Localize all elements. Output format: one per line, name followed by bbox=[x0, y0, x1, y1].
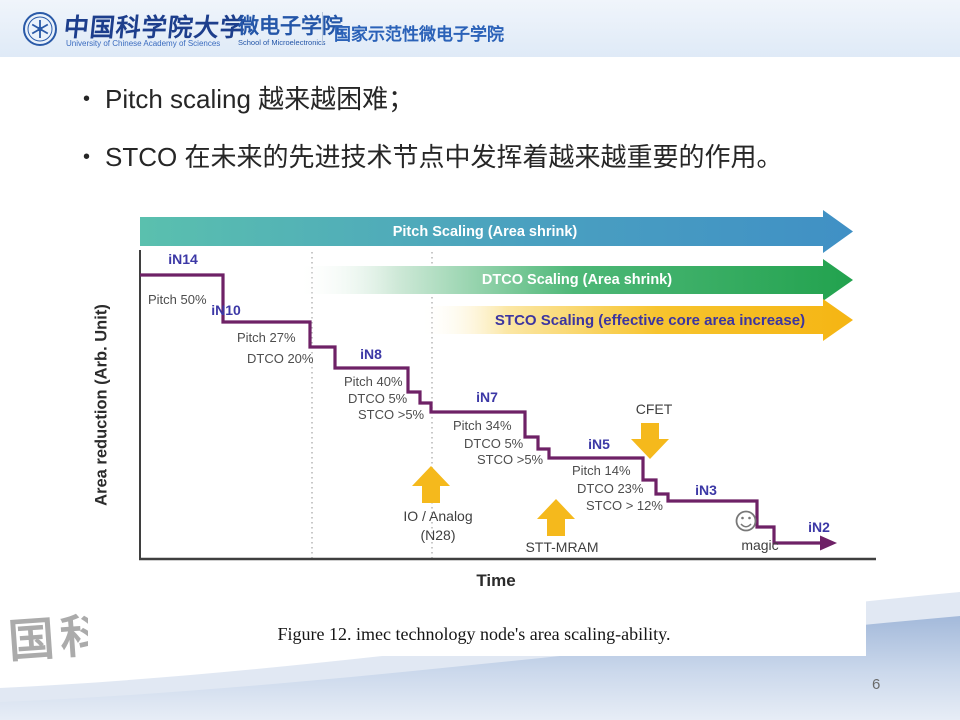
header-right-title: 国家示范性微电子学院 bbox=[334, 25, 504, 44]
reduction-label: STCO >5% bbox=[477, 452, 544, 467]
annotation-io-analog: IO / Analog bbox=[403, 508, 473, 524]
page-number: 6 bbox=[872, 676, 881, 693]
band-label-dtco: DTCO Scaling (Area shrink) bbox=[481, 272, 673, 288]
y-axis-label: Area reduction (Arb. Unit) bbox=[92, 304, 111, 506]
node-label-in5: iN5 bbox=[588, 436, 610, 452]
annotation-magic: magic bbox=[741, 537, 779, 553]
reduction-label: Pitch 40% bbox=[344, 374, 403, 389]
node-label-in7: iN7 bbox=[476, 389, 498, 405]
school-name-en: School of Microelectronics bbox=[238, 38, 326, 47]
school-name-cn: 微电子学院 bbox=[238, 15, 343, 38]
bullet-item: • STCO 在未来的先进技术节点中发挥着越来越重要的作用。 bbox=[68, 142, 782, 173]
annotation-cfet: CFET bbox=[635, 401, 673, 417]
figure-caption: Figure 12. imec technology node's area s… bbox=[277, 624, 671, 644]
bullet-item: • Pitch scaling 越来越困难； bbox=[68, 84, 414, 115]
band-label-stco: STCO Scaling (effective core area increa… bbox=[494, 312, 806, 329]
reduction-label: DTCO 20% bbox=[247, 351, 314, 366]
bullet-text: Pitch scaling 越来越困难； bbox=[105, 84, 415, 114]
university-logo-icon bbox=[23, 12, 57, 46]
reduction-label: Pitch 27% bbox=[237, 330, 296, 345]
annotation-io-analog-sub: (N28) bbox=[420, 527, 456, 543]
bullet-text: STCO 在未来的先进技术节点中发挥着越来越重要的作用。 bbox=[105, 142, 783, 172]
header-band: 中国科学院大学 University of Chinese Academy of… bbox=[0, 0, 960, 57]
reduction-label: STCO >5% bbox=[358, 407, 425, 422]
reduction-label: DTCO 5% bbox=[348, 391, 408, 406]
reduction-label: STCO > 12% bbox=[586, 498, 663, 513]
node-label-in3: iN3 bbox=[695, 482, 717, 498]
reduction-label: Pitch 34% bbox=[453, 418, 512, 433]
bullet-dot: • bbox=[82, 146, 90, 168]
node-label-in8: iN8 bbox=[360, 346, 382, 362]
x-axis-label: Time bbox=[476, 571, 516, 590]
reduction-label: DTCO 23% bbox=[577, 481, 644, 496]
band-label-pitch: Pitch Scaling (Area shrink) bbox=[392, 224, 578, 240]
bullet-dot: • bbox=[82, 88, 90, 110]
reduction-label: DTCO 5% bbox=[464, 436, 524, 451]
reduction-label: Pitch 50% bbox=[148, 292, 207, 307]
header-divider bbox=[322, 12, 323, 44]
node-label-in14: iN14 bbox=[168, 251, 198, 267]
node-label-in2: iN2 bbox=[808, 519, 830, 535]
university-name-en: University of Chinese Academy of Science… bbox=[66, 39, 221, 48]
annotation-stt-mram: STT-MRAM bbox=[525, 539, 599, 555]
reduction-label: Pitch 14% bbox=[572, 463, 631, 478]
node-label-in10: iN10 bbox=[211, 302, 241, 318]
